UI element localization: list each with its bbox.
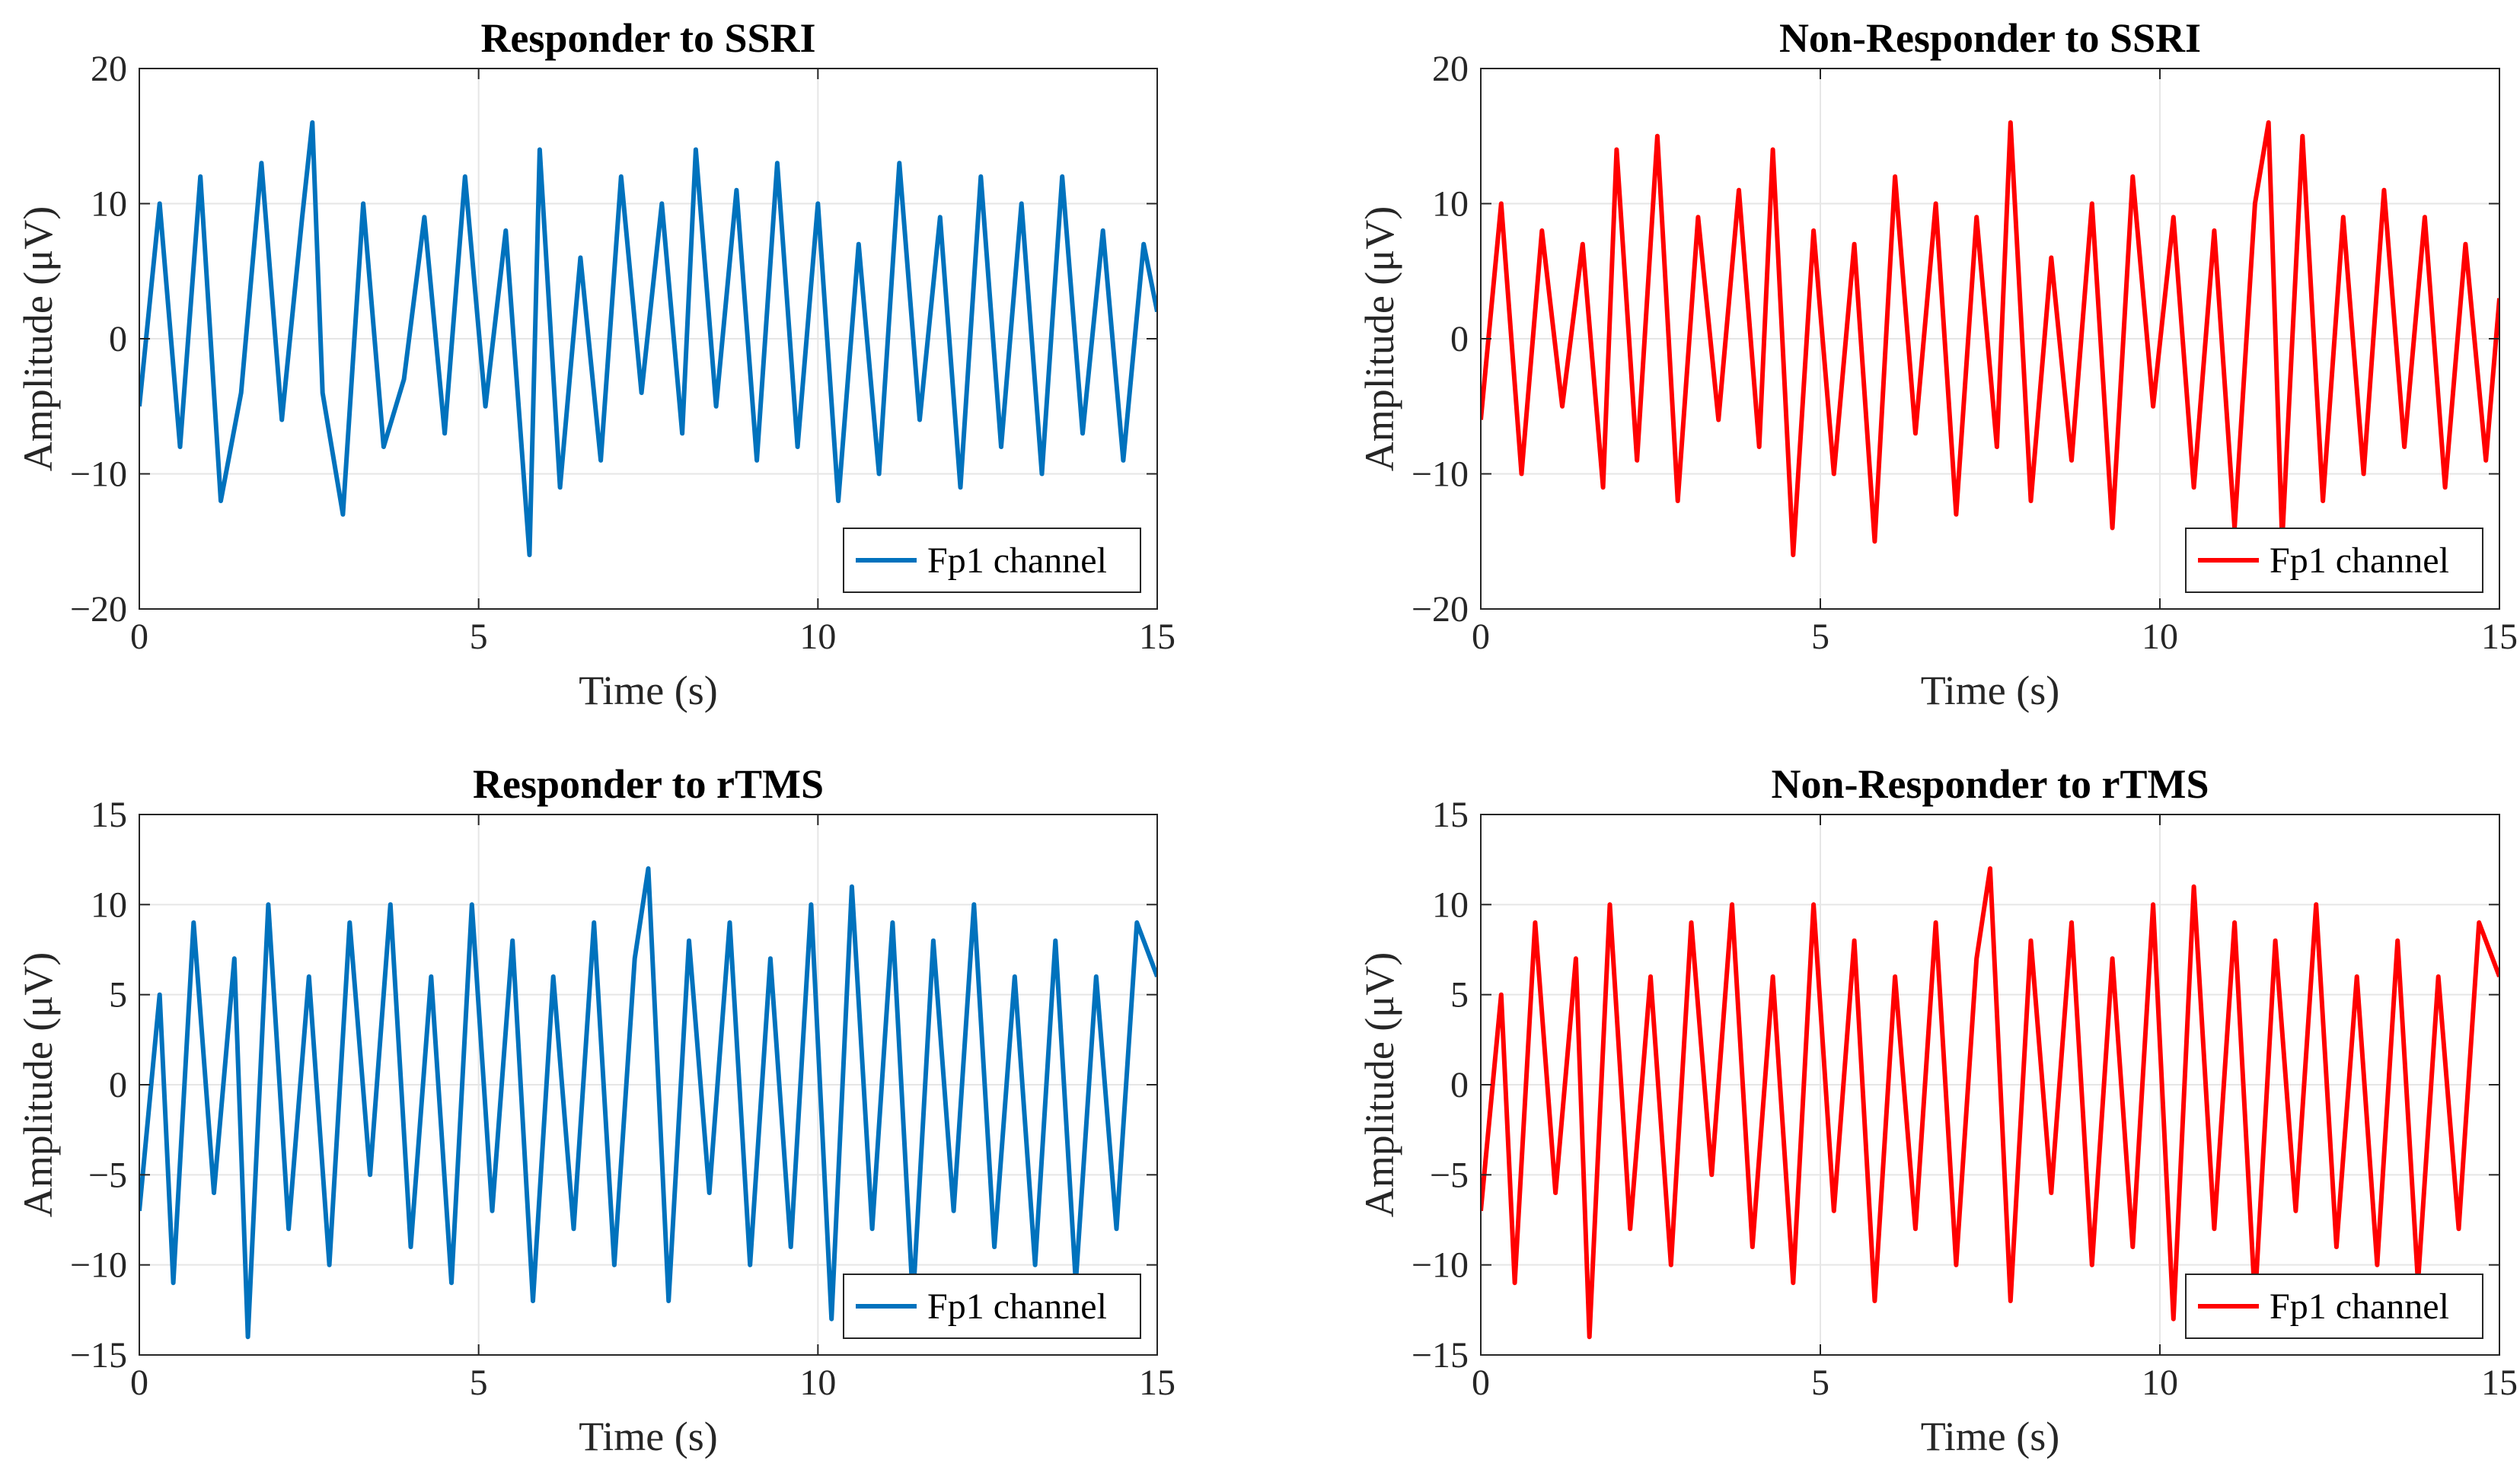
- y-tick-label: 0: [109, 319, 127, 359]
- x-axis-label: Time (s): [579, 1414, 718, 1459]
- y-tick-label: 10: [1432, 184, 1469, 225]
- y-tick-label: −10: [70, 1245, 127, 1286]
- y-tick-label: −20: [70, 589, 127, 630]
- legend-label: Fp1 channel: [927, 540, 1107, 581]
- x-tick-label: 0: [1472, 1363, 1490, 1403]
- y-tick-label: −10: [1412, 454, 1469, 495]
- chart-panel-nonresponder-rtms: 0 5 10 15 −15 −10 −5 0 5 10 15 Non-Responder to rTM…: [1357, 761, 2518, 1459]
- y-tick-label: −5: [1430, 1155, 1469, 1195]
- legend: Fp1 channel: [2185, 1274, 2483, 1339]
- chart-title: Responder to SSRI: [480, 15, 815, 61]
- series-line-fp1: [139, 120, 1157, 557]
- x-tick-label: 5: [1811, 1363, 1829, 1403]
- y-tick-label: 10: [1432, 885, 1469, 925]
- x-axis-label: Time (s): [1921, 668, 2060, 713]
- y-tick-label: −5: [88, 1155, 127, 1195]
- x-tick-label: 10: [799, 617, 836, 657]
- series-line-fp1: [139, 866, 1157, 1340]
- y-tick-label: 5: [109, 975, 127, 1015]
- y-tick-label: 5: [1450, 975, 1469, 1015]
- x-tick-label: 15: [2481, 617, 2518, 657]
- x-tick-label: 10: [799, 1363, 836, 1403]
- x-axis-label: Time (s): [579, 668, 718, 713]
- legend: Fp1 channel: [843, 528, 1141, 593]
- legend: Fp1 channel: [2185, 528, 2483, 593]
- legend-label: Fp1 channel: [2270, 540, 2449, 581]
- y-axis-label: Amplitude (μV): [15, 206, 61, 471]
- chart-title: Non-Responder to SSRI: [1779, 15, 2201, 61]
- y-tick-label: −20: [1412, 589, 1469, 630]
- y-tick-label: −10: [70, 454, 127, 495]
- y-tick-label: −15: [1412, 1335, 1469, 1376]
- legend-label: Fp1 channel: [927, 1286, 1107, 1327]
- x-tick-label: 15: [2481, 1363, 2518, 1403]
- y-tick-label: 0: [1450, 319, 1469, 359]
- y-axis-label: Amplitude (μV): [1357, 952, 1402, 1217]
- y-tick-label: 20: [91, 49, 127, 89]
- x-axis-label: Time (s): [1921, 1414, 2060, 1459]
- y-tick-label: 0: [1450, 1065, 1469, 1105]
- x-tick-label: 0: [130, 1363, 148, 1403]
- x-tick-label: 10: [2142, 617, 2178, 657]
- y-tick-label: 0: [109, 1065, 127, 1105]
- y-tick-label: 10: [91, 885, 127, 925]
- y-axis-label: Amplitude (μV): [15, 952, 61, 1217]
- series-line-fp1: [1481, 120, 2499, 557]
- y-tick-label: 15: [91, 795, 127, 835]
- chart-title: Non-Responder to rTMS: [1771, 761, 2209, 807]
- legend-box: [2185, 1274, 2483, 1339]
- series-line-fp1: [1481, 866, 2499, 1340]
- y-tick-label: 20: [1432, 49, 1469, 89]
- y-tick-label: 10: [91, 184, 127, 225]
- x-tick-label: 5: [470, 1363, 488, 1403]
- y-tick-label: −10: [1412, 1245, 1469, 1286]
- chart-panel-nonresponder-ssri: 0 5 10 15 −20 −10 0 10 20 Non-Responder to SSRI Ti…: [1357, 15, 2518, 713]
- x-tick-label: 0: [130, 617, 148, 657]
- x-tick-label: 5: [470, 617, 488, 657]
- chart-panel-responder-rtms: 0 5 10 15 −15 −10 −5 0 5 10 15 Responder to rTMS Tim…: [15, 761, 1175, 1459]
- chart-panel-responder-ssri: 0 5 10 15 −20 −10 0 10 20 Responder to SSRI Time (…: [15, 15, 1175, 713]
- x-tick-label: 0: [1472, 617, 1490, 657]
- x-tick-label: 15: [1139, 1363, 1175, 1403]
- x-tick-label: 15: [1139, 617, 1175, 657]
- y-axis-label: Amplitude (μV): [1357, 206, 1402, 471]
- chart-title: Responder to rTMS: [473, 761, 824, 807]
- legend-label: Fp1 channel: [2270, 1286, 2449, 1327]
- y-tick-label: −15: [70, 1335, 127, 1376]
- x-tick-label: 10: [2142, 1363, 2178, 1403]
- y-tick-label: 15: [1432, 795, 1469, 835]
- legend: Fp1 channel: [843, 1274, 1141, 1339]
- x-tick-label: 5: [1811, 617, 1829, 657]
